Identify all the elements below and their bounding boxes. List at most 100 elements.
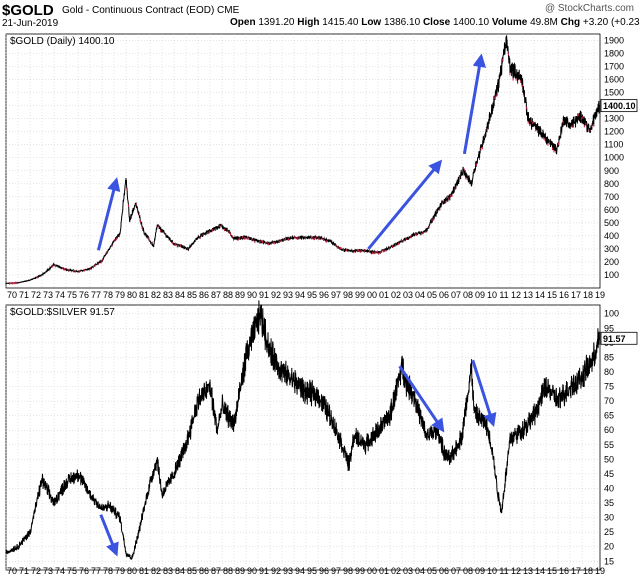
x-tick-label: 80 xyxy=(127,290,137,300)
gold-data-point xyxy=(156,224,158,227)
gold-y-tick-label: 1100 xyxy=(604,140,623,150)
gold-y-tick-label: 1800 xyxy=(604,49,624,59)
x-tick-label: 75 xyxy=(67,566,77,576)
gold-data-point xyxy=(288,237,290,240)
ratio-data-point xyxy=(156,458,158,460)
gold-data-point xyxy=(29,279,31,281)
gold-y-tick-label: 1900 xyxy=(604,36,624,46)
gold-y-tick-label: 400 xyxy=(604,231,619,241)
gold-data-point xyxy=(497,85,499,87)
ratio-y-tick-label: 100 xyxy=(604,309,619,319)
ratio-data-point xyxy=(209,385,211,388)
x-tick-label: 08 xyxy=(463,290,473,300)
gold-data-point xyxy=(119,232,121,234)
x-tick-label: 82 xyxy=(151,290,161,300)
ratio-data-point xyxy=(389,415,391,417)
x-tick-label: 81 xyxy=(139,566,149,576)
ratio-data-point xyxy=(401,365,403,367)
ratio-data-point xyxy=(293,380,295,382)
ratio-data-point xyxy=(406,383,408,385)
x-tick-label: 79 xyxy=(115,566,125,576)
ratio-data-point xyxy=(101,508,103,510)
gold-y-tick-label: 100 xyxy=(604,270,619,280)
ratio-data-point xyxy=(185,444,187,446)
gold-data-point xyxy=(329,240,331,242)
gold-data-point xyxy=(471,183,473,185)
x-tick-label: 03 xyxy=(403,566,413,576)
x-tick-label: 93 xyxy=(283,566,293,576)
x-tick-label: 10 xyxy=(487,566,497,576)
high-value: 1415.40 xyxy=(322,17,359,28)
x-tick-label: 06 xyxy=(439,290,449,300)
symbol-title: $GOLD xyxy=(2,2,54,19)
ratio-data-point xyxy=(17,546,19,548)
ratio-data-point xyxy=(348,464,350,466)
ratio-data-point xyxy=(216,429,218,431)
ratio-data-point xyxy=(425,435,427,437)
x-tick-label: 78 xyxy=(103,290,113,300)
x-tick-label: 03 xyxy=(403,290,413,300)
x-tick-label: 17 xyxy=(571,566,581,576)
x-tick-label: 89 xyxy=(235,566,245,576)
ratio-data-point xyxy=(485,423,487,425)
ratio-trend-arrow xyxy=(99,514,119,557)
gold-y-tick-label: 500 xyxy=(604,218,619,228)
ratio-data-point xyxy=(317,394,319,396)
ratio-data-point xyxy=(41,479,43,481)
ratio-data-point xyxy=(77,473,79,475)
x-tick-label: 04 xyxy=(415,290,425,300)
x-tick-label: 73 xyxy=(43,566,53,576)
gold-data-point xyxy=(5,282,7,285)
gold-data-point xyxy=(401,240,403,242)
x-tick-label: 86 xyxy=(199,290,209,300)
ratio-data-point xyxy=(5,551,7,554)
ratio-y-tick-label: 55 xyxy=(604,440,614,450)
x-tick-label: 01 xyxy=(379,566,389,576)
x-tick-label: 17 xyxy=(571,290,581,300)
gold-data-point xyxy=(485,131,487,133)
gold-data-point xyxy=(101,260,103,262)
gold-data-point xyxy=(353,250,355,252)
x-tick-label: 11 xyxy=(499,566,508,576)
gold-y-tick-label: 1500 xyxy=(604,88,624,98)
ratio-data-point xyxy=(437,429,439,431)
x-tick-label: 84 xyxy=(175,290,185,300)
ratio-data-point xyxy=(89,493,91,495)
x-tick-label: 93 xyxy=(283,290,293,300)
gold-y-tick-label: 600 xyxy=(604,205,619,215)
x-tick-label: 19 xyxy=(595,290,605,300)
ratio-data-point xyxy=(569,385,571,388)
high-label: High xyxy=(297,17,320,28)
x-tick-label: 88 xyxy=(223,290,233,300)
ratio-trend-arrow xyxy=(398,365,445,433)
ratio-data-point xyxy=(497,493,499,495)
stockcharts-watermark: @ StockCharts.com xyxy=(544,3,634,14)
gold-data-point xyxy=(293,237,295,239)
x-tick-label: 83 xyxy=(163,566,173,576)
gold-data-point xyxy=(220,224,222,227)
ratio-data-point xyxy=(137,534,139,536)
gold-data-point xyxy=(129,219,131,221)
ratio-data-point xyxy=(161,493,163,495)
gold-silver-ratio-panel: 1520253035404550556065707580859095100$GO… xyxy=(5,300,638,571)
x-tick-label: 77 xyxy=(91,290,101,300)
gold-data-point xyxy=(598,105,601,107)
quote-line: Open 1391.20 High 1415.40 Low 1386.10 Cl… xyxy=(230,17,640,28)
gold-y-tick-label: 300 xyxy=(604,244,619,254)
ratio-y-tick-label: 25 xyxy=(604,527,614,537)
x-tick-label: 82 xyxy=(151,566,161,576)
x-tick-label: 90 xyxy=(247,566,257,576)
gold-y-tick-label: 1300 xyxy=(604,114,624,124)
ratio-data-point xyxy=(65,482,67,484)
quote-date: 21-Jun-2019 xyxy=(2,18,59,29)
ratio-data-point xyxy=(473,412,475,414)
x-tick-label: 92 xyxy=(271,566,281,576)
ratio-data-point xyxy=(413,394,415,396)
ratio-data-point xyxy=(29,531,31,533)
x-tick-label: 83 xyxy=(163,290,173,300)
x-tick-label: 71 xyxy=(19,290,29,300)
x-tick-label: 16 xyxy=(559,566,569,576)
gold-plot-frame xyxy=(5,33,601,289)
